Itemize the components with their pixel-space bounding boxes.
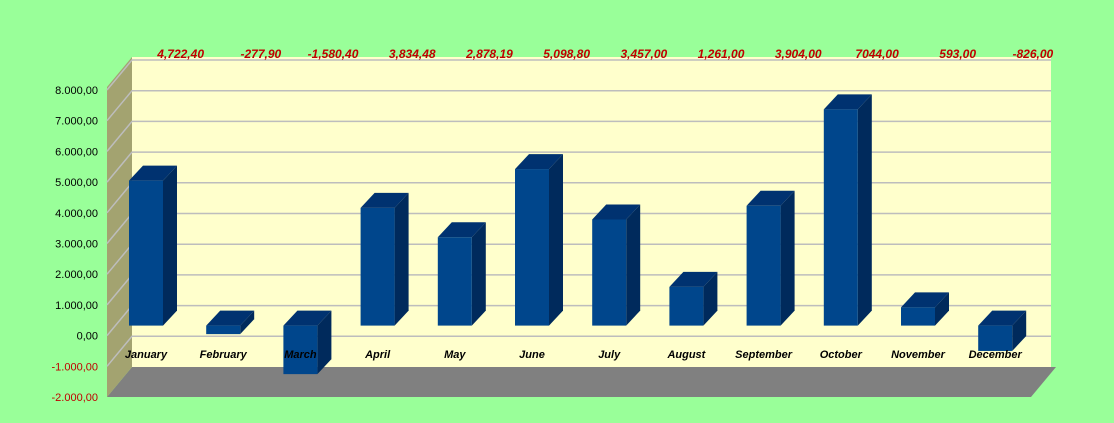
bar-top-face [823, 94, 872, 110]
bar-july [592, 204, 641, 326]
bar-side-face [394, 192, 409, 326]
data-label: 3,834,48 [389, 47, 436, 61]
bar-side-face [780, 190, 795, 326]
y-tick-label: -2.000,00 [52, 392, 98, 404]
y-tick-label: 1.000,00 [55, 300, 98, 312]
data-label: 5,098,80 [543, 47, 590, 61]
y-tick-label: 2.000,00 [55, 269, 98, 281]
gridline [106, 120, 1051, 152]
y-tick-label: -1.000,00 [52, 361, 98, 373]
bar-october [823, 94, 872, 326]
category-label: September [735, 349, 793, 361]
bar-front-face [437, 237, 472, 326]
bar-side-face [1012, 310, 1027, 351]
data-label: 3,904,00 [775, 47, 822, 61]
category-label: February [200, 349, 248, 361]
data-label: 1,261,00 [698, 47, 745, 61]
bar-top-face [360, 192, 409, 208]
y-tick-label: 3.000,00 [55, 239, 98, 251]
chart-side-wall [107, 57, 132, 397]
bar-front-face [978, 325, 1013, 351]
bar-side-face [857, 94, 872, 326]
bar-december [978, 310, 1027, 351]
category-label: October [820, 349, 863, 361]
bar-front-face [746, 205, 781, 326]
bar-front-face [823, 109, 858, 326]
bar-front-face [283, 325, 318, 375]
data-label: 4,722,40 [156, 47, 204, 61]
bar-top-face [206, 310, 255, 326]
data-label: -277,90 [240, 47, 281, 61]
data-label: -1,580,40 [308, 47, 359, 61]
bar-side-face [703, 271, 718, 326]
y-tick-label: 0,00 [77, 331, 98, 343]
gridline [106, 89, 1051, 122]
bar-top-face [592, 204, 641, 220]
bar-top-face [901, 292, 949, 308]
bar-side-face [240, 310, 255, 335]
bar-front-face [129, 180, 163, 326]
bar-may [437, 222, 486, 326]
data-label: 593,00 [939, 47, 976, 61]
gridline [106, 335, 1051, 367]
gridline [106, 59, 1051, 91]
bar-top-face [669, 271, 718, 287]
bar-november [901, 292, 949, 326]
y-tick-label: 6.000,00 [55, 146, 98, 158]
y-tick-label: 7.000,00 [55, 116, 98, 128]
gridline [106, 151, 1051, 183]
bar-top-face [746, 190, 795, 206]
y-axis-tick-labels: 8.000,00 7.000,00 6.000,00 5.000,00 4.000,00… [52, 85, 98, 404]
category-label: November [891, 349, 946, 361]
bar-front-face [206, 325, 241, 335]
bar-side-face [935, 292, 949, 326]
bar-front-face [360, 207, 395, 326]
bar-front-face [592, 219, 627, 326]
bar-front-face [669, 286, 704, 326]
bar-side-face [626, 204, 641, 326]
bar-front-face [901, 307, 935, 326]
bar-august [669, 271, 718, 326]
data-label: 7044,00 [855, 47, 899, 61]
bar-march [283, 310, 332, 375]
category-label: December [969, 349, 1023, 361]
category-label: January [125, 349, 168, 361]
x-axis-category-labels: January February March April May June July Augu… [125, 349, 1023, 361]
category-label: May [444, 349, 466, 361]
bar-top-face [515, 154, 563, 170]
y-tick-label: 4.000,00 [55, 208, 98, 220]
bar-january [129, 165, 177, 326]
category-label: March [284, 349, 317, 361]
bar-top-face [283, 310, 332, 326]
bar-front-face [515, 169, 549, 326]
category-label: July [598, 349, 621, 361]
category-label: April [364, 349, 391, 361]
category-label: June [519, 349, 545, 361]
bar-top-face [437, 222, 486, 238]
bar-february [206, 310, 255, 335]
bar-side-face [163, 165, 177, 326]
bar-top-face [978, 310, 1027, 326]
bar-side-face [471, 222, 486, 326]
category-label: August [666, 349, 706, 361]
data-label: 3,457,00 [620, 47, 667, 61]
bar-side-face [317, 310, 332, 375]
chart-floor [107, 367, 1056, 397]
data-label: 2,878,19 [465, 47, 513, 61]
data-labels: 4,722,40 -277,90 -1,580,40 3,834,48 2,878,19… [156, 47, 1053, 61]
bar-top-face [129, 165, 177, 181]
bar-september [746, 190, 795, 326]
bar-side-face [549, 154, 563, 326]
y-tick-label: 8.000,00 [55, 85, 98, 97]
chart-back-wall [132, 57, 1051, 367]
y-tick-label: 5.000,00 [55, 177, 98, 189]
data-label: -826,00 [1012, 47, 1053, 61]
bars [129, 94, 1027, 375]
bar-june [515, 154, 563, 326]
bar-april [360, 192, 409, 326]
